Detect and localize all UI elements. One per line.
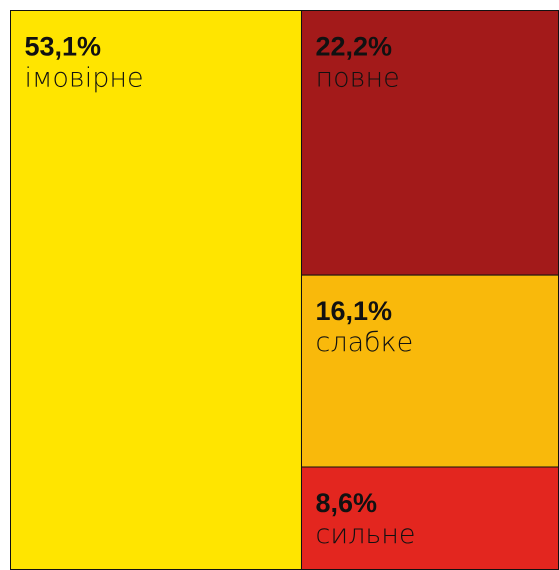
treemap-cell: [300, 466, 559, 570]
category-label: сильне: [315, 519, 415, 550]
category-label: повне: [315, 63, 399, 94]
value-label: 53,1%: [25, 32, 102, 62]
value-label: 16,1%: [315, 296, 392, 326]
treemap-cell: [300, 10, 559, 276]
treemap-cell: [10, 10, 302, 570]
category-label: імовірне: [25, 63, 144, 94]
treemap-cell: [300, 274, 559, 468]
value-label: 22,2%: [315, 32, 392, 62]
value-label: 8,6%: [315, 488, 377, 518]
category-label: слабке: [315, 327, 413, 358]
